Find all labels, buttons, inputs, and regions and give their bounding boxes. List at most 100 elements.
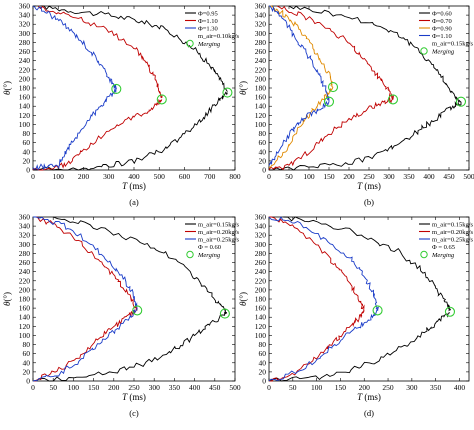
y-axis-label-unit: (°) (238, 292, 248, 302)
y-tick-label: 20 (259, 156, 267, 165)
y-tick-label: 0 (262, 377, 266, 386)
x-tick-label: 300 (103, 172, 115, 181)
x-tick-label: 400 (128, 172, 140, 181)
y-tick-label: 220 (19, 276, 31, 285)
y-tick-label: 0 (26, 377, 30, 386)
y-axis-label-unit: (°) (2, 292, 12, 302)
y-tick-label: 120 (19, 322, 31, 331)
legend-entry: Φ=1.30 (198, 25, 218, 32)
y-tick-label: 80 (259, 129, 267, 138)
x-tick-label: 150 (323, 172, 335, 181)
y-axis-label-var: θ (2, 301, 12, 306)
panel-d: 0204060801001201401601802002202402602803… (238, 213, 474, 419)
y-tick-label: 280 (19, 38, 31, 47)
y-tick-label: 360 (19, 2, 31, 11)
y-tick-label: 160 (255, 304, 267, 313)
x-axis-label: T (ms) (122, 392, 146, 402)
legend-entry: m_air=0.20kg/s (198, 229, 240, 236)
x-tick-label: 600 (179, 172, 191, 181)
series-line-lower (268, 312, 451, 382)
merging-marker (156, 94, 167, 105)
x-tick-label: 150 (335, 383, 347, 392)
merging-marker (222, 87, 233, 98)
x-tick-label: 700 (204, 172, 216, 181)
y-axis-label-unit: (°) (238, 81, 248, 91)
y-tick-label: 180 (255, 295, 267, 304)
series-line-lower (33, 307, 138, 382)
x-tick-label: 0 (31, 172, 35, 181)
y-tick-label: 220 (255, 276, 267, 285)
series-line-upper (268, 216, 379, 311)
y-tick-label: 140 (19, 102, 31, 111)
y-tick-label: 180 (19, 84, 31, 93)
y-tick-label: 60 (259, 138, 267, 147)
series-line-lower (32, 87, 117, 171)
y-tick-label: 80 (23, 129, 31, 138)
y-tick-label: 300 (255, 240, 267, 249)
y-axis-label-unit: (°) (2, 81, 12, 91)
legend-merging-swatch (186, 39, 194, 48)
series-line-upper (32, 216, 138, 311)
legend-entry: Φ=0.95 (198, 10, 218, 17)
panel-b: 0204060801001201401601802002202402602803… (238, 2, 474, 208)
y-tick-label: 40 (259, 147, 267, 156)
y-tick-label: 280 (255, 249, 267, 258)
x-tick-label: 50 (289, 383, 297, 392)
y-tick-label: 20 (23, 156, 31, 165)
x-tick-label: 0 (267, 172, 271, 181)
y-tick-label: 320 (255, 231, 267, 240)
legend-extra: m_air=0.10kg/s (198, 33, 240, 40)
x-tick-label: 100 (303, 172, 315, 181)
x-tick-label: 400 (189, 383, 201, 392)
y-tick-label: 0 (262, 166, 266, 175)
panel-sublabel: (a) (129, 197, 139, 207)
x-tick-label: 500 (229, 383, 241, 392)
x-tick-label: 0 (31, 383, 35, 392)
y-tick-label: 180 (255, 84, 267, 93)
y-axis-label-var: θ (2, 90, 12, 95)
x-tick-label: 800 (229, 172, 241, 181)
y-axis-label: θ(°) (238, 81, 248, 95)
legend-merging-label: Merging (431, 48, 455, 55)
y-tick-label: 180 (19, 295, 31, 304)
y-tick-label: 60 (259, 349, 267, 358)
x-tick-label: 500 (463, 172, 474, 181)
legend-entry: Φ=1.10 (198, 18, 218, 25)
y-tick-label: 160 (255, 93, 267, 102)
merging-marker (323, 96, 335, 107)
x-axis-label-unit: (ms) (362, 181, 381, 191)
y-axis-label-var: θ (238, 90, 248, 95)
legend-entry: m_air=0.15kg/s (432, 221, 474, 228)
merging-marker (111, 83, 122, 94)
series-line-upper (32, 5, 117, 91)
y-tick-label: 220 (255, 65, 267, 74)
x-tick-label: 200 (78, 172, 90, 181)
y-tick-label: 140 (255, 102, 267, 111)
y-tick-label: 40 (259, 358, 267, 367)
y-tick-label: 0 (26, 166, 30, 175)
x-tick-label: 50 (285, 172, 293, 181)
series-line-upper (269, 5, 330, 102)
y-axis-label-var: θ (238, 301, 248, 306)
y-tick-label: 340 (19, 11, 31, 20)
legend-entry: m_air=0.25kg/s (432, 236, 474, 243)
x-axis-label-var: T (357, 392, 363, 402)
merging-marker (455, 96, 467, 107)
legend-merging-swatch (420, 47, 428, 55)
legend: Φ=0.60Φ=0.70Φ=0.90Φ=1.10m_air=0.15kg/sMe… (419, 10, 474, 55)
x-tick-label: 450 (209, 383, 221, 392)
x-tick-label: 0 (267, 383, 271, 392)
legend-merging-swatch (420, 250, 428, 259)
x-tick-label: 250 (382, 383, 394, 392)
series-line-upper (37, 5, 163, 99)
legend-entry: m_air=0.15kg/s (198, 221, 240, 228)
x-tick-label: 350 (169, 383, 181, 392)
x-tick-label: 400 (423, 172, 435, 181)
series-line-lower (268, 96, 394, 171)
x-tick-label: 300 (149, 383, 161, 392)
y-tick-label: 340 (255, 222, 267, 231)
y-tick-label: 80 (23, 340, 31, 349)
y-tick-label: 340 (255, 11, 267, 20)
y-tick-label: 260 (19, 258, 31, 267)
